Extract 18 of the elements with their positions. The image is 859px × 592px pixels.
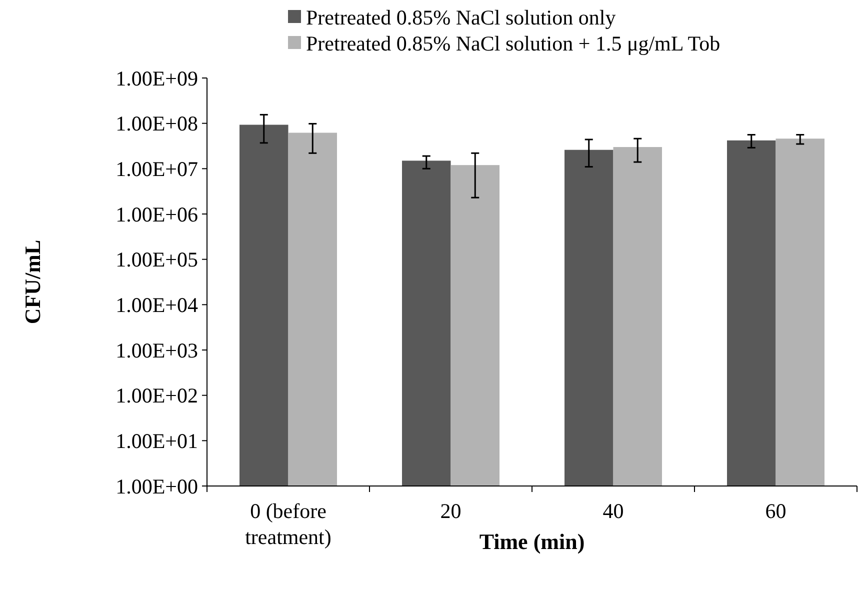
legend-label: Pretreated 0.85% NaCl solution + 1.5 μg/mL Tob	[306, 31, 720, 56]
y-tick-label: 1.00E+07	[116, 157, 198, 182]
y-axis-title: CFU/mL	[20, 240, 45, 324]
x-tick-label: 60	[765, 499, 786, 523]
y-tick-label: 1.00E+00	[116, 474, 198, 498]
y-tick-label: 1.00E+06	[116, 202, 198, 226]
y-tick-label: 1.00E+04	[116, 293, 198, 318]
y-tick-label: 1.00E+05	[116, 248, 198, 272]
x-tick-label: 40	[602, 499, 624, 523]
x-axis-title: Time (min)	[479, 529, 585, 554]
y-tick-label: 1.00E+02	[116, 384, 198, 408]
y-tick-label: 1.00E+08	[116, 112, 198, 136]
y-tick-label: 1.00E+01	[116, 429, 198, 454]
y-tick-label: 1.00E+09	[116, 66, 198, 90]
legend-label: Pretreated 0.85% NaCl solution only	[306, 5, 616, 30]
x-tick-label: 0 (before treatment)	[245, 499, 332, 549]
x-tick-label: 20	[440, 499, 462, 523]
y-tick-label: 1.00E+03	[116, 338, 198, 362]
